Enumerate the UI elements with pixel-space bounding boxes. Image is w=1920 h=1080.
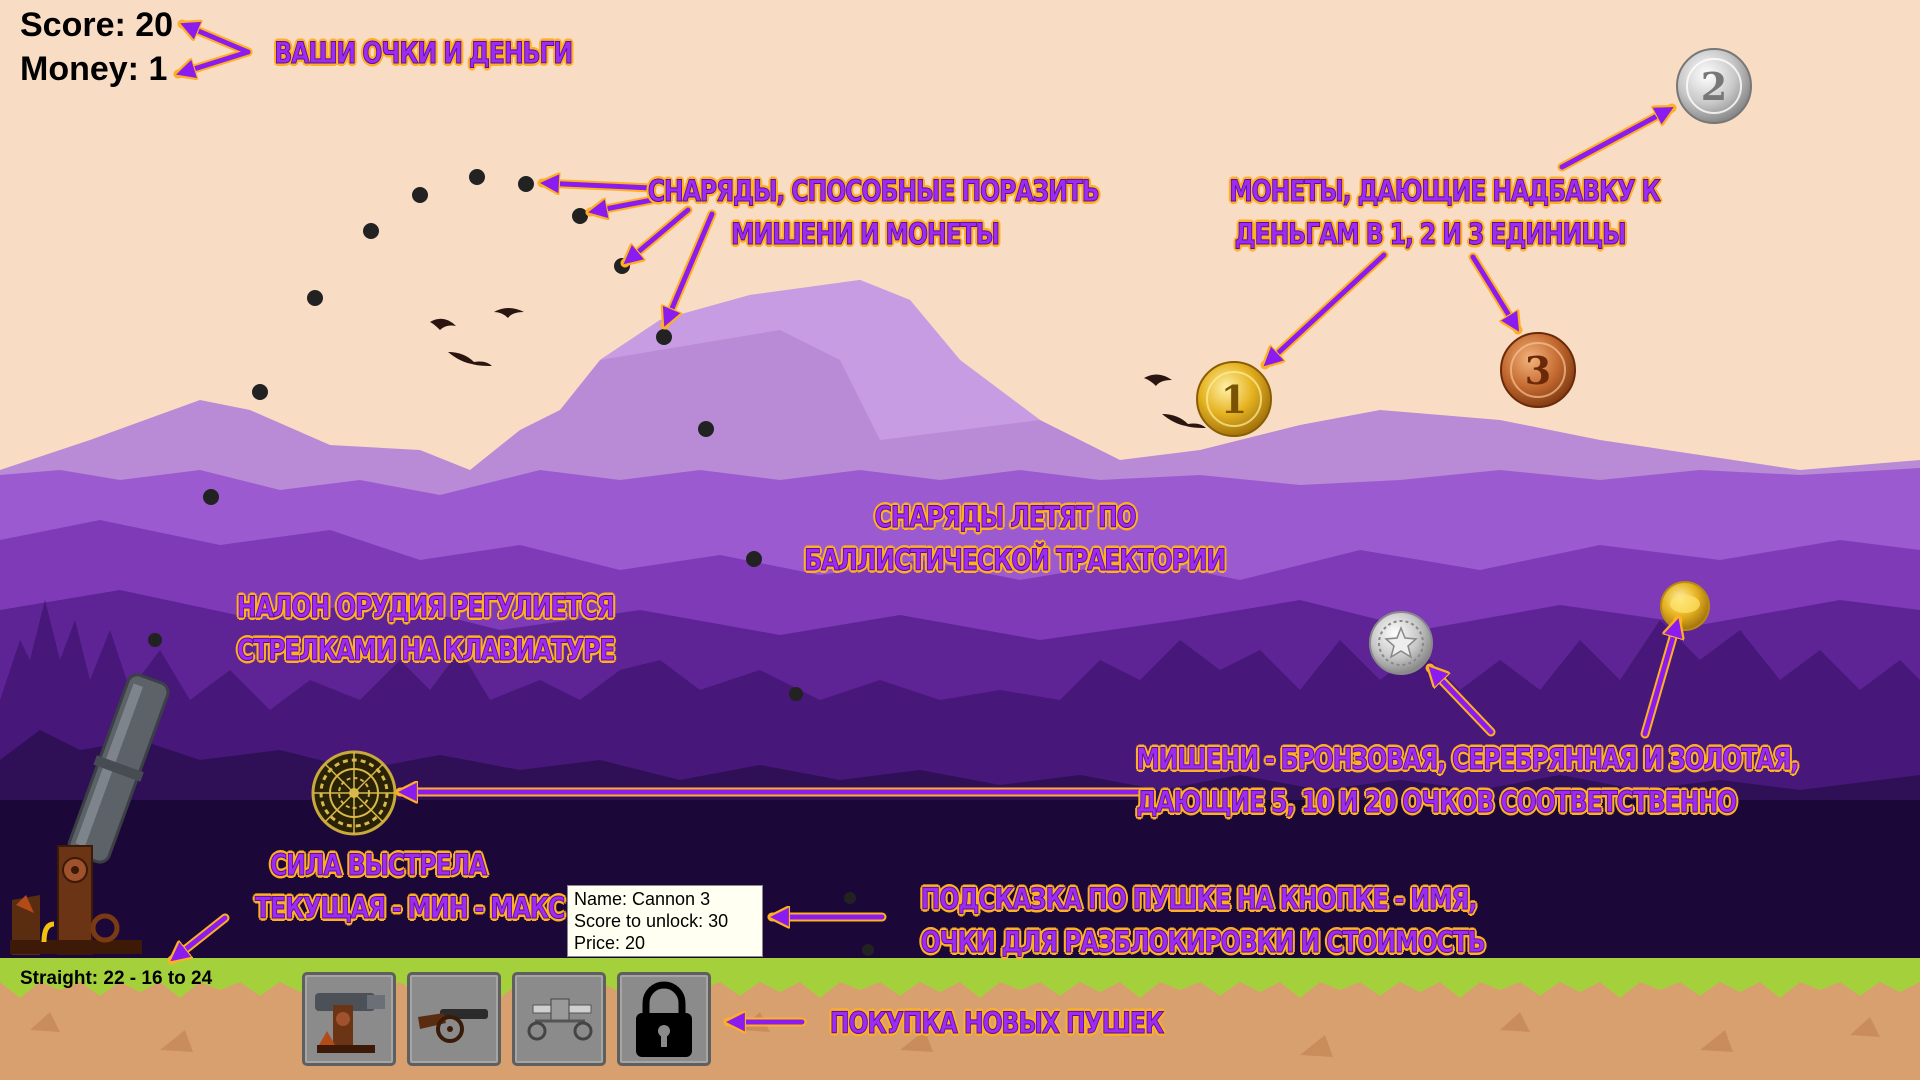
projectile [656,329,672,345]
annotation-targets: МИШЕНИ - БРОНЗОВАЯ, СЕРЕБРЯННАЯ И ЗОЛОТА… [1136,742,1800,820]
projectile [862,944,874,956]
peak-light [600,280,1040,440]
projectile [698,421,714,437]
annotation-tilt: НАЛОН ОРУДИЯ РЕГУЛИЕТСЯ СТРЕЛКАМИ НА КЛАВ… [236,590,615,668]
bird [1144,374,1172,386]
coin-1-gold: 1 [1196,361,1272,437]
projectile [203,489,219,505]
cannon-3-icon [527,998,593,1041]
shop-button-cannon-2[interactable] [407,972,501,1066]
annotation-shop: ПОКУПКА НОВЫХ ПУШЕК [829,1006,1164,1041]
power-readout: Straight: 22 - 16 to 24 [20,968,213,989]
projectile [469,169,485,185]
svg-text:3: 3 [1525,348,1551,393]
coin-3-bronze: 3 [1500,332,1576,408]
annotation-score-money: ВАШИ ОЧКИ И ДЕНЬГИ [274,36,574,71]
ground-shadow [0,800,1920,960]
target-gold [1660,581,1710,631]
tooltip-name: Name: Cannon 3 [574,889,711,909]
player-cannon [10,673,170,955]
tooltip-score-to-unlock: Score to unlock: 30 [574,911,729,931]
projectile [789,687,803,701]
cannon-tooltip: Name: Cannon 3 Score to unlock: 30 Price… [567,885,763,957]
projectiles [148,169,874,956]
coin-2-silver: 2 [1676,48,1752,124]
tooltip-price: Price: 20 [574,933,646,953]
projectile [148,633,162,647]
projectile [363,223,379,239]
grass [0,958,1920,998]
bird [1162,414,1206,428]
shop-button-cannon-1[interactable] [302,972,396,1066]
annotation-arrows [172,24,1678,1022]
annotation-hint: ПОДСКАЗКА ПО ПУШКЕ НА КНОПКЕ - ИМЯ, ОЧКИ … [920,882,1486,960]
annotation-power: СИЛА ВЫСТРЕЛА ТЕКУЩАЯ - МИН - МАКС [255,848,566,926]
shop-button-cannon-3[interactable] [512,972,606,1066]
target-bronze-dartboard [311,750,397,836]
money-display: Money: 1 [20,50,168,88]
annotation-ballistic: СНАРЯДЫ ЛЕТЯТ ПО БАЛЛИСТИЧЕСКОЙ ТРАЕКТОРИ… [804,500,1227,578]
padlock-icon [636,981,692,1057]
bird [430,318,456,330]
svg-text:1: 1 [1221,377,1247,422]
projectile [746,551,762,567]
projectile [844,892,856,904]
cannon-1-icon [315,993,385,1053]
annotation-projectiles: СНАРЯДЫ, СПОСОБНЫЕ ПОРАЗИТЬ МИШЕНИ И МОНЕ… [647,174,1100,252]
birds [430,308,1206,428]
projectile [307,290,323,306]
score-display: Score: 20 [20,6,174,44]
bird [494,308,524,318]
svg-text:2: 2 [1701,64,1727,109]
projectile [252,384,268,400]
bird [448,352,492,366]
projectile [572,208,588,224]
cannon-2-icon [418,1009,488,1043]
shop-button-locked[interactable] [617,972,711,1066]
annotation-coins: МОНЕТЫ, ДАЮЩИЕ НАДБАВКУ К ДЕНЬГАМ В 1, 2 … [1229,174,1662,252]
projectile [412,187,428,203]
target-silver [1369,611,1433,675]
projectile [518,176,534,192]
